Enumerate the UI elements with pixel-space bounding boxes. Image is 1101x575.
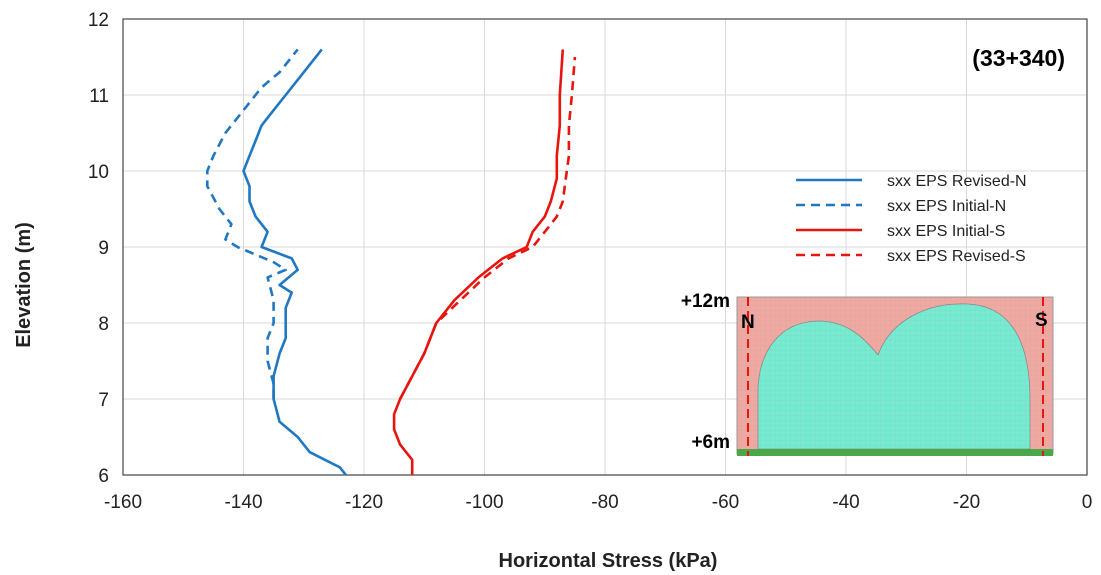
- legend-entry: sxx EPS Revised-S: [887, 248, 1026, 265]
- legend-entry: sxx EPS Revised-N: [887, 173, 1027, 190]
- inset-mesh: [737, 297, 1053, 454]
- inset-north-label: N: [741, 312, 755, 333]
- series-group: [206, 48, 577, 476]
- x-tick-label: -140: [224, 492, 262, 513]
- legend-entry: sxx EPS Initial-N: [887, 198, 1006, 215]
- x-tick-label: -40: [832, 492, 859, 513]
- y-tick-label: 12: [88, 10, 109, 31]
- x-tick-label: -60: [712, 492, 739, 513]
- x-tick-label: -20: [953, 492, 980, 513]
- series-line-4: [398, 56, 577, 400]
- x-tick-label: -160: [104, 492, 142, 513]
- cross-section-inset: +12m +6m N S: [681, 291, 1054, 456]
- y-tick-label: 9: [98, 238, 109, 259]
- y-tick-label: 8: [98, 314, 109, 335]
- series-line-3: [392, 49, 565, 475]
- y-axis-title: Elevation (m): [13, 222, 35, 348]
- inset-foundation: [737, 449, 1053, 456]
- plot-area: [122, 18, 1088, 476]
- series-line-1: [242, 48, 347, 476]
- y-tick-label: 10: [88, 162, 109, 183]
- inset-south-label: S: [1035, 310, 1048, 331]
- x-axis: -160 -140 -120 -100 -80 -60 -40 -20 0: [104, 492, 1092, 513]
- legend-entry: sxx EPS Initial-S: [887, 223, 1005, 240]
- x-tick-label: -80: [591, 492, 618, 513]
- inset-bottom-elevation-label: +6m: [691, 432, 730, 453]
- inset-top-elevation-label: +12m: [681, 291, 730, 312]
- x-tick-label: -120: [345, 492, 383, 513]
- x-tick-label: 0: [1082, 492, 1093, 513]
- legend: sxx EPS Revised-N sxx EPS Initial-N sxx EP…: [796, 173, 1027, 265]
- station-annotation: (33+340): [972, 45, 1065, 71]
- y-tick-label: 6: [98, 466, 109, 487]
- y-tick-label: 11: [89, 86, 109, 107]
- series-line-2: [206, 48, 299, 399]
- y-tick-label: 7: [98, 390, 109, 411]
- y-axis: 6 7 8 9 10 11 12: [88, 10, 109, 487]
- x-tick-label: -100: [465, 492, 503, 513]
- x-axis-title: Horizontal Stress (kPa): [499, 550, 718, 572]
